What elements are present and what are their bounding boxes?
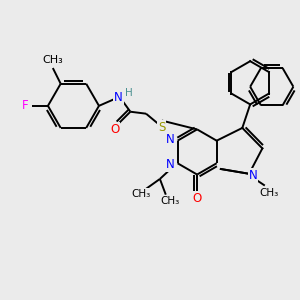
Text: N: N xyxy=(166,158,175,171)
Text: CH₃: CH₃ xyxy=(43,55,63,65)
Text: N: N xyxy=(249,169,257,182)
Text: CH₃: CH₃ xyxy=(132,189,151,199)
Text: CH₃: CH₃ xyxy=(259,188,278,198)
Text: N: N xyxy=(166,133,175,146)
Text: CH₃: CH₃ xyxy=(160,196,179,206)
Text: F: F xyxy=(22,99,29,112)
Text: S: S xyxy=(158,121,166,134)
Text: O: O xyxy=(110,123,119,136)
Text: H: H xyxy=(124,88,132,98)
Text: O: O xyxy=(193,192,202,205)
Text: N: N xyxy=(114,92,123,104)
